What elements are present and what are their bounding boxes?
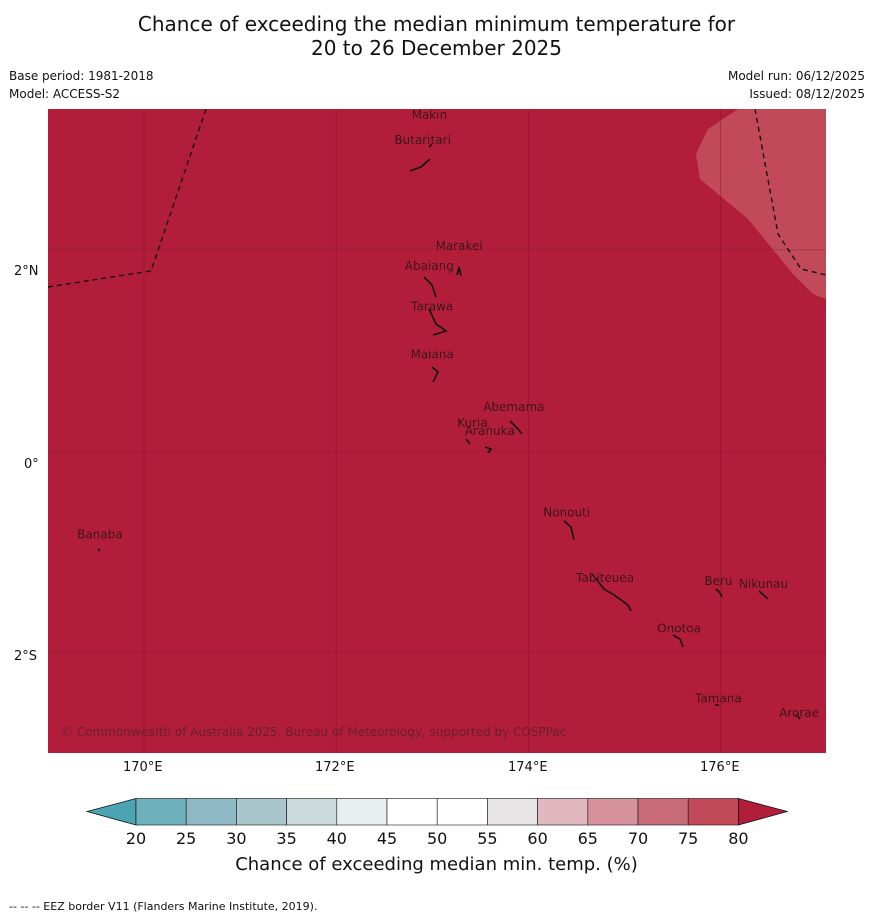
colorbar-bin-35-40	[286, 798, 338, 826]
place-label-banaba: Banaba	[77, 528, 123, 542]
colorbar-bin-65-70	[587, 798, 639, 826]
colorbar-tick-75: 75	[678, 829, 699, 848]
lon-label-176e: 176°E	[700, 760, 740, 775]
colorbar-bin-45-50	[386, 798, 438, 826]
place-label-tabiteuea: Tabiteuea	[575, 571, 634, 585]
colorbar-tick-80: 80	[728, 829, 749, 848]
colorbar-over-arrow	[738, 798, 788, 826]
copyright-notice: © Commonwealth of Australia 2025, Bureau…	[61, 725, 566, 739]
colorbar-bin-60-65	[537, 798, 589, 826]
secondary-patch	[816, 249, 826, 284]
colorbar-bin-55-60	[487, 798, 538, 826]
place-label-onotoa: Onotoa	[657, 621, 701, 635]
eez-border-west	[48, 109, 207, 288]
place-labels: Makin Butaritari Marakei Abaiang Tarawa Maian…	[77, 109, 819, 720]
colorbar-bin-75-80	[687, 798, 739, 826]
colorbar-bin-40-45	[336, 798, 388, 826]
place-label-arorae: Arorae	[779, 706, 819, 720]
base-period: Base period: 1981-2018	[9, 69, 154, 83]
higher-probability-patch	[696, 109, 826, 299]
colorbar-tick-40: 40	[326, 829, 347, 848]
island-outlines	[97, 143, 801, 720]
place-label-abemama: Abemama	[483, 400, 544, 414]
eez-footnote: -- -- -- EEZ border V11 (Flanders Marine…	[9, 900, 318, 913]
probability-field	[48, 109, 826, 753]
place-label-tarawa: Tarawa	[410, 299, 453, 313]
lon-label-174e: 174°E	[508, 760, 548, 775]
colorbar-tick-55: 55	[477, 829, 498, 848]
colorbar-bin-50-55	[436, 798, 488, 826]
place-label-nonouti: Nonouti	[543, 506, 590, 520]
eez-border-east	[754, 109, 826, 276]
colorbar-tick-70: 70	[627, 829, 649, 848]
colorbar-tick-30: 30	[226, 829, 247, 848]
map-title-line1: Chance of exceeding the median minimum t…	[137, 12, 736, 36]
colorbar-bin-30-35	[236, 798, 287, 826]
place-label-marakei: Marakei	[435, 239, 482, 253]
colorbar-tick-65: 65	[577, 829, 598, 848]
lat-label-2n: 2°N	[14, 264, 39, 279]
lat-label-2s: 2°S	[14, 649, 38, 664]
eez-borders	[48, 109, 826, 288]
lon-label-172e: 172°E	[315, 760, 355, 775]
place-label-butaritari: Butaritari	[394, 133, 451, 147]
place-label-beru: Beru	[704, 574, 732, 588]
colorbar-bin-70-75	[637, 798, 689, 826]
place-label-abaiang: Abaiang	[405, 259, 454, 273]
graticule	[48, 109, 826, 753]
place-label-kuria: Kuria	[457, 416, 488, 430]
model-name: Model: ACCESS-S2	[9, 87, 121, 101]
colorbar-tick-25: 25	[176, 829, 197, 848]
model-run: Model run: 06/12/2025	[727, 69, 865, 83]
place-label-tamana: Tamana	[694, 692, 742, 706]
colorbar-tick-35: 35	[276, 829, 297, 848]
place-label-makin: Makin	[412, 109, 448, 122]
map-title-line2: 20 to 26 December 2025	[310, 36, 562, 60]
colorbar-tick-20: 20	[125, 829, 147, 848]
forecast-map: Makin Butaritari Marakei Abaiang Tarawa Maian…	[48, 109, 826, 753]
colorbar-bin-20-25	[135, 798, 187, 826]
lon-label-170e: 170°E	[123, 760, 163, 775]
place-label-aranuka: Aranuka	[465, 424, 515, 438]
colorbar-title: Chance of exceeding median min. temp. (%…	[235, 854, 638, 875]
colorbar-tick-60: 60	[527, 829, 548, 848]
lat-label-0: 0°	[24, 457, 39, 472]
colorbar-bin-25-30	[185, 798, 237, 826]
colorbar-tick-50: 50	[427, 829, 448, 848]
colorbar-tick-45: 45	[376, 829, 398, 848]
issued-date: Issued: 08/12/2025	[749, 87, 865, 101]
place-label-nikunau: Nikunau	[739, 577, 788, 591]
colorbar	[86, 798, 788, 826]
place-label-maiana: Maiana	[411, 348, 454, 362]
colorbar-under-arrow	[86, 798, 137, 826]
